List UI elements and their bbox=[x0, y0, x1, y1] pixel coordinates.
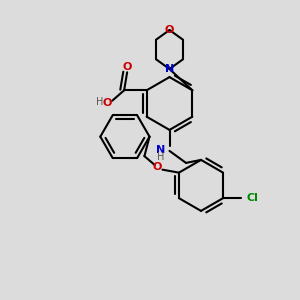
Text: Cl: Cl bbox=[247, 193, 258, 203]
Text: O: O bbox=[103, 98, 112, 108]
Text: O: O bbox=[165, 25, 174, 35]
Text: H: H bbox=[96, 97, 103, 107]
Text: H: H bbox=[158, 152, 165, 162]
Text: N: N bbox=[157, 145, 166, 155]
Text: O: O bbox=[152, 162, 162, 172]
Text: O: O bbox=[122, 62, 132, 72]
Text: N: N bbox=[165, 64, 174, 74]
